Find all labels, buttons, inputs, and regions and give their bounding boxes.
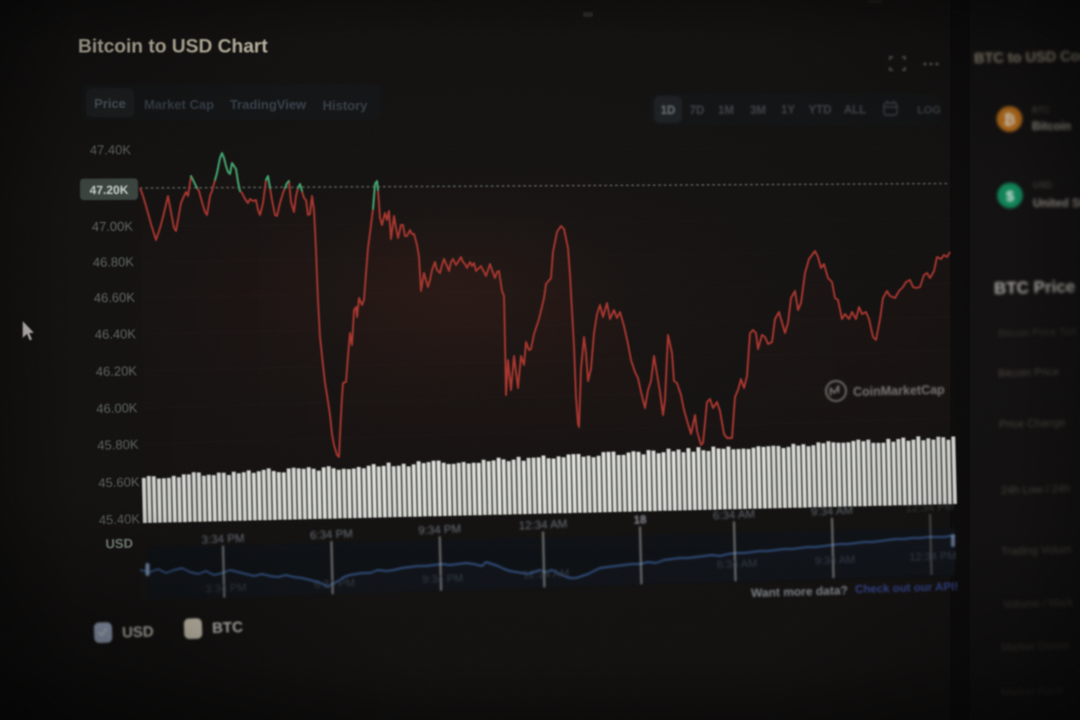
svg-text:9:34 PM: 9:34 PM [418, 524, 461, 538]
svg-text:47.20K: 47.20K [90, 183, 129, 197]
svg-text:45.60K: 45.60K [98, 474, 140, 490]
svg-text:6:34 AM: 6:34 AM [717, 558, 758, 572]
svg-text:3M: 3M [750, 105, 766, 117]
svg-text:45.40K: 45.40K [99, 511, 141, 527]
svg-text:Market Rank: Market Rank [1001, 685, 1064, 699]
svg-text:6:34 PM: 6:34 PM [314, 577, 355, 591]
svg-text:47.00K: 47.00K [92, 219, 134, 234]
svg-text:USD: USD [105, 536, 133, 552]
svg-text:46.20K: 46.20K [96, 363, 138, 379]
svg-text:12:34 PM: 12:34 PM [905, 501, 955, 515]
svg-text:CoinMarketCap: CoinMarketCap [853, 383, 945, 399]
svg-text:46.00K: 46.00K [96, 400, 138, 416]
svg-text:Bitcoin Price Tod: Bitcoin Price Tod [998, 326, 1077, 340]
svg-text:46.40K: 46.40K [95, 326, 137, 342]
svg-text:12:34 AM: 12:34 AM [519, 518, 568, 532]
svg-text:USD: USD [1033, 180, 1053, 190]
svg-text:Market Cap: Market Cap [144, 97, 214, 112]
svg-text:1D: 1D [661, 105, 676, 117]
svg-text:Market Domin: Market Domin [1001, 640, 1070, 654]
svg-text:Price Change: Price Change [999, 417, 1066, 431]
svg-text:Bitcoin Price: Bitcoin Price [998, 366, 1059, 380]
svg-text:9:34 PM: 9:34 PM [422, 573, 463, 587]
svg-text:ALL: ALL [844, 105, 866, 117]
svg-text:18: 18 [633, 514, 647, 527]
svg-text:7D: 7D [690, 105, 705, 117]
svg-text:45.80K: 45.80K [97, 437, 139, 453]
svg-text:Bitcoin to USD Chart: Bitcoin to USD Chart [78, 37, 268, 58]
svg-text:1Y: 1Y [781, 105, 795, 117]
svg-text:YTD: YTD [809, 105, 832, 117]
svg-text:Want more data?: Want more data? [751, 583, 848, 600]
svg-text:BTC: BTC [212, 619, 244, 637]
svg-text:6:34 PM: 6:34 PM [310, 528, 353, 542]
svg-text:46.60K: 46.60K [94, 290, 136, 306]
svg-text:BTC: BTC [1032, 105, 1051, 115]
svg-text:Price: Price [94, 96, 126, 111]
svg-text:47.40K: 47.40K [90, 142, 132, 157]
svg-text:46.80K: 46.80K [93, 254, 135, 270]
svg-text:Volume / Mark: Volume / Mark [1003, 597, 1074, 611]
svg-text:BTC Price: BTC Price [994, 277, 1076, 298]
svg-text:$: $ [1006, 188, 1015, 205]
svg-text:History: History [323, 98, 369, 113]
svg-text:TradingView: TradingView [230, 97, 307, 112]
svg-text:3:34 PM: 3:34 PM [201, 533, 244, 547]
svg-text:Trading Volum: Trading Volum [1001, 544, 1072, 558]
svg-text:3:34 PM: 3:34 PM [205, 582, 246, 596]
svg-text:12:34 PM: 12:34 PM [909, 550, 957, 564]
svg-text:Bitcoin: Bitcoin [1032, 121, 1071, 133]
svg-text:USD: USD [122, 623, 154, 641]
svg-text:₿: ₿ [1003, 112, 1015, 129]
svg-text:1M: 1M [718, 105, 734, 117]
svg-text:9:34 AM: 9:34 AM [815, 554, 856, 568]
svg-text:BTC to USD Conv: BTC to USD Conv [974, 48, 1080, 67]
svg-text:6:34 AM: 6:34 AM [713, 509, 756, 523]
svg-text:LOG: LOG [917, 105, 941, 117]
svg-text:9:34 AM: 9:34 AM [811, 505, 854, 519]
svg-text:United Sta: United Sta [1033, 198, 1080, 210]
svg-text:24h Low / 24h: 24h Low / 24h [1001, 483, 1070, 497]
svg-text:12:34 AM: 12:34 AM [523, 568, 570, 582]
